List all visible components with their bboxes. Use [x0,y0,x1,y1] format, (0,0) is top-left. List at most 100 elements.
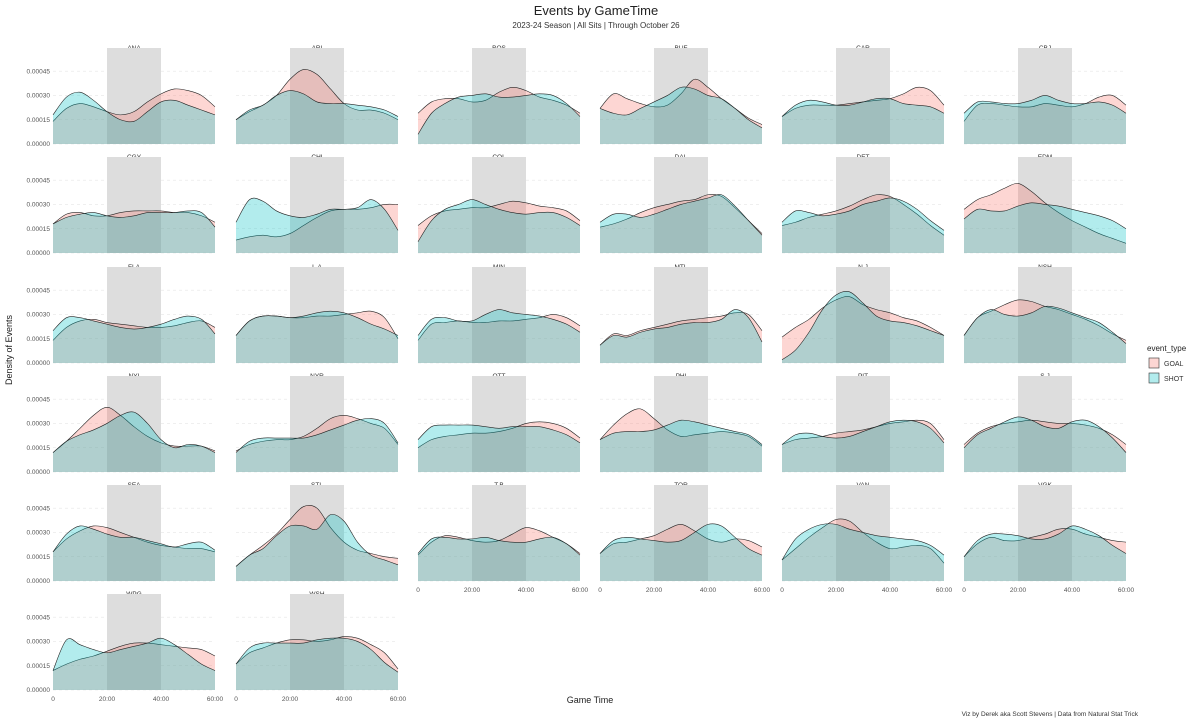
density-line-shot [963,305,1127,344]
facet-dal: DAL [599,154,763,254]
density-area-goal [964,183,1126,253]
x-axis-title: Game Time [567,695,614,705]
density-area-goal [600,312,762,363]
density-area-shot [236,311,398,363]
x-tick-label: 0 [51,696,55,703]
x-tick-label: 20:00 [99,696,116,703]
y-tick-label: 0.00045 [27,505,51,512]
facet-bos: BOS [417,45,581,145]
density-area-shot [53,210,215,253]
density-area-shot [53,411,215,472]
density-line-goal [963,419,1127,445]
density-area-goal [236,636,398,690]
density-area-goal [600,524,762,581]
x-tick-label: 40:00 [700,587,717,594]
density-area-shot [418,93,580,144]
density-line-goal [781,419,945,445]
x-tick-label: 60:00 [207,696,224,703]
facet-buf: BUF [599,45,763,145]
chart-caption: Viz by Derek aka Scott Stevens | Data fr… [962,711,1139,718]
density-area-goal [53,407,215,472]
y-tick-label: 0.00000 [27,250,51,257]
density-line-shot [781,197,945,231]
density-area-goal [964,528,1126,581]
density-line-shot [963,525,1127,557]
y-tick-label: 0.00045 [27,614,51,621]
density-area-goal [600,79,762,144]
density-area-shot [53,525,215,581]
density-line-shot [417,536,581,556]
facet-la: L.A [235,264,399,364]
density-area-shot [600,194,762,253]
x-tick-label: 20:00 [464,587,481,594]
density-line-goal [963,183,1127,244]
density-line-shot [599,86,763,129]
density-area-shot [53,92,215,144]
y-tick-label: 0.00045 [27,68,51,75]
density-area-shot [964,95,1126,144]
period-band [290,267,344,363]
density-line-goal [781,194,945,236]
y-tick-label: 0.00045 [27,287,51,294]
y-tick-label: 0.00015 [27,663,51,670]
facet-det: DET [781,154,945,254]
x-tick-label: 60:00 [390,696,407,703]
y-tick-label: 0.00015 [27,445,51,452]
density-line-goal [52,318,216,341]
density-area-goal [782,518,944,581]
y-tick-label: 0.00045 [27,177,51,184]
facet-panels: ANA0.000000.000150.000300.00045ARIBOSBUF… [27,45,1135,703]
period-band [836,48,890,144]
facet-nsh: NSH [963,264,1127,364]
density-line-goal [599,524,763,554]
density-area-shot [418,199,580,253]
density-line-shot [52,210,216,228]
y-tick-label: 0.00000 [27,687,51,694]
density-line-goal [417,314,581,341]
density-area-goal [53,642,215,690]
facet-cbj: CBJ [963,45,1127,145]
legend-key-shot [1148,372,1160,384]
density-line-goal [963,528,1127,557]
period-band [107,48,161,144]
period-band [472,376,526,472]
density-line-shot [781,97,945,117]
density-line-shot [417,93,581,135]
facet-ari: ARI [235,45,399,145]
density-area-shot [964,416,1126,472]
density-line-goal [599,194,763,234]
facet-car: CAR [781,45,945,145]
density-area-shot [418,424,580,472]
period-band [290,594,344,690]
density-line-shot [235,418,399,453]
density-area-shot [53,638,215,690]
facet-wpg: WPG0.000000.000150.000300.00045020:0040:… [27,591,224,703]
period-band [290,48,344,144]
x-tick-label: 40:00 [336,696,353,703]
facet-nyr: NYR [235,373,399,473]
x-tick-label: 20:00 [1010,587,1027,594]
density-area-shot [782,523,944,581]
density-area-shot [782,420,944,472]
facet-stl: STL [235,482,399,582]
density-line-shot [417,199,581,242]
density-line-goal [235,203,399,241]
y-tick-label: 0.00000 [27,360,51,367]
x-tick-label: 60:00 [936,587,953,594]
legend: event_type GOAL SHOT [1147,344,1187,384]
density-area-shot [600,523,762,581]
period-band [472,48,526,144]
density-area-shot [236,198,398,253]
density-area-goal [53,88,215,144]
x-tick-label: 60:00 [572,587,589,594]
legend-label-shot: SHOT [1164,376,1184,383]
period-band [836,267,890,363]
density-line-shot [963,95,1127,114]
y-tick-label: 0.00015 [27,117,51,124]
density-line-goal [781,296,945,338]
